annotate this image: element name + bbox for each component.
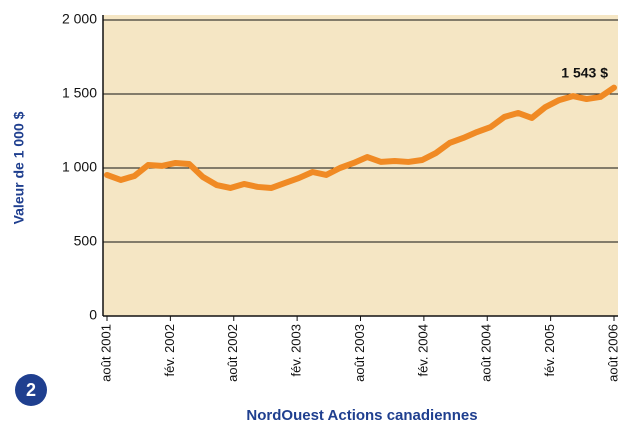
x-tick-label: août 2002 — [225, 324, 240, 382]
x-tick-label: fév. 2003 — [289, 324, 304, 377]
y-tick-label: 0 — [89, 307, 97, 323]
y-axis-label: Valeur de 1 000 $ — [11, 111, 27, 224]
x-tick-label: août 2003 — [352, 324, 367, 382]
badge-circle — [15, 374, 47, 406]
line — [104, 84, 617, 191]
y-tick-label: 1 500 — [62, 85, 97, 101]
badge: 2 — [26, 380, 36, 400]
annotation: 1 543 $ — [561, 64, 608, 80]
x-tick-label: fév. 2002 — [162, 324, 177, 377]
x-axis-label: NordOuest Actions canadiennes — [246, 407, 477, 424]
x-tick-label: août 2006 — [605, 324, 620, 382]
x-tick-label: fév. 2005 — [542, 324, 557, 377]
x-tick-label: fév. 2004 — [415, 324, 430, 377]
y-tick-label: 2 000 — [62, 11, 97, 27]
y-tick-label: 500 — [74, 233, 98, 249]
x-tick-label: août 2001 — [98, 324, 113, 382]
x-tick-label: août 2004 — [479, 324, 494, 382]
y-tick-label: 1 000 — [62, 159, 97, 175]
